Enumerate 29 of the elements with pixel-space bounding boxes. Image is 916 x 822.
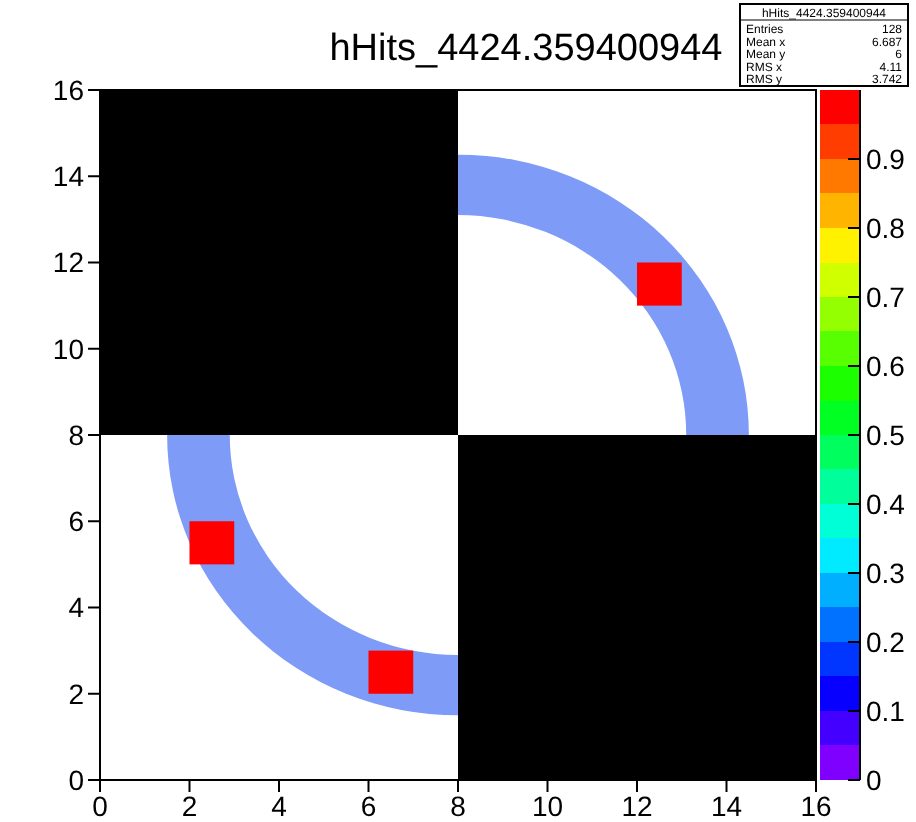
color-bar-label: 0.3 [866, 557, 906, 589]
x-tick-label: 0 [92, 789, 109, 822]
color-bar-label: 0.7 [866, 281, 906, 313]
x-tick-label: 16 [800, 789, 832, 822]
y-tick-label: 0 [68, 763, 85, 796]
y-tick-label: 8 [68, 418, 85, 451]
x-tick-label: 12 [621, 789, 653, 822]
y-tick-label: 2 [68, 677, 85, 710]
y-tick-label: 14 [52, 160, 85, 193]
x-tick-label: 14 [710, 789, 743, 822]
y-tick-label: 6 [68, 505, 85, 538]
color-bar-label: 0.5 [866, 419, 906, 451]
x-tick-label: 10 [531, 789, 564, 822]
color-bar-label: 0.8 [866, 212, 906, 244]
x-tick-label: 8 [450, 789, 467, 822]
color-bar-label: 0 [866, 764, 882, 796]
chart-title: hHits_4424.359400944 [329, 28, 724, 70]
x-tick-label: 6 [360, 789, 377, 822]
color-bar-label: 0.9 [866, 143, 906, 175]
color-bar-label: 0.4 [866, 488, 906, 520]
color-bar-label: 0.2 [866, 626, 906, 658]
color-bar-label: 0.6 [866, 350, 906, 382]
y-tick-label: 10 [52, 332, 85, 365]
color-bar-label: 0.1 [866, 695, 906, 727]
y-tick-label: 16 [52, 73, 85, 106]
x-tick-label: 4 [271, 789, 288, 822]
y-tick-label: 12 [52, 246, 85, 279]
x-tick-label: 2 [181, 789, 198, 822]
y-tick-label: 4 [68, 591, 85, 624]
